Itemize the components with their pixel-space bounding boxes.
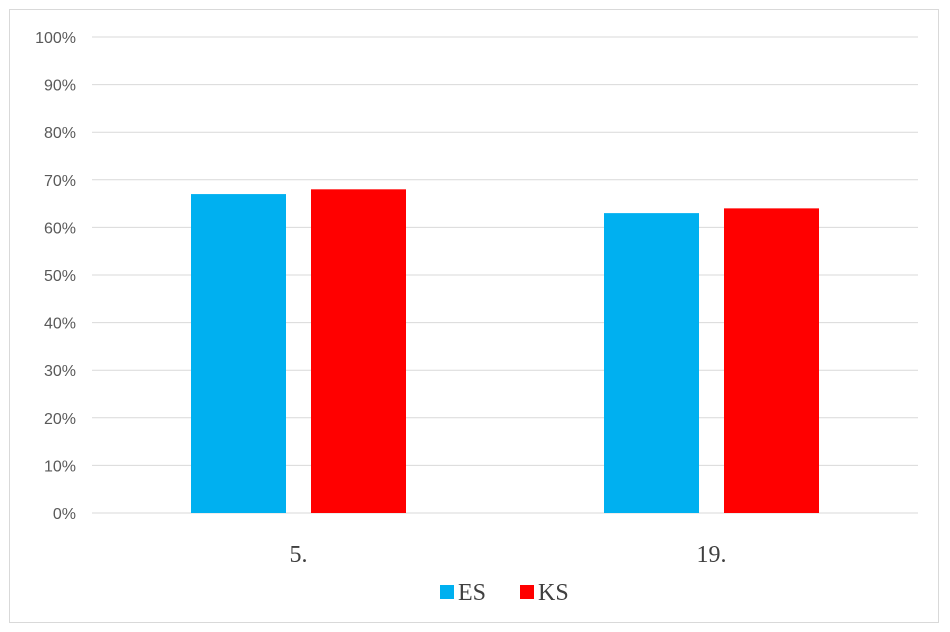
legend: ES KS <box>440 580 569 606</box>
y-tick-label: 20% <box>44 411 76 428</box>
legend-label-es: ES <box>458 580 486 606</box>
y-tick-label: 60% <box>44 220 76 237</box>
y-tick-label: 50% <box>44 268 76 285</box>
y-tick-label: 30% <box>44 363 76 380</box>
bars <box>191 189 819 514</box>
y-tick-label: 80% <box>44 125 76 142</box>
x-category-label: 5. <box>290 542 308 568</box>
y-tick-label: 40% <box>44 316 76 333</box>
bar-es-1 <box>604 213 699 513</box>
x-axis-category-labels: 5. 19. <box>290 542 727 568</box>
bar-ks-0 <box>311 189 406 513</box>
y-tick-label: 0% <box>53 506 76 523</box>
bar-ks-1 <box>724 208 819 514</box>
legend-label-ks: KS <box>538 580 569 606</box>
y-tick-label: 90% <box>44 78 76 95</box>
legend-swatch-ks <box>520 585 534 599</box>
y-tick-label: 100% <box>35 30 76 47</box>
y-axis-tick-labels: 0% 10% 20% 30% 40% 50% 60% 70% 80% 90% 100% <box>35 30 76 523</box>
bar-es-0 <box>191 194 286 513</box>
y-tick-label: 10% <box>44 458 76 475</box>
legend-swatch-es <box>440 585 454 599</box>
y-tick-label: 70% <box>44 173 76 190</box>
x-category-label: 19. <box>697 542 727 568</box>
